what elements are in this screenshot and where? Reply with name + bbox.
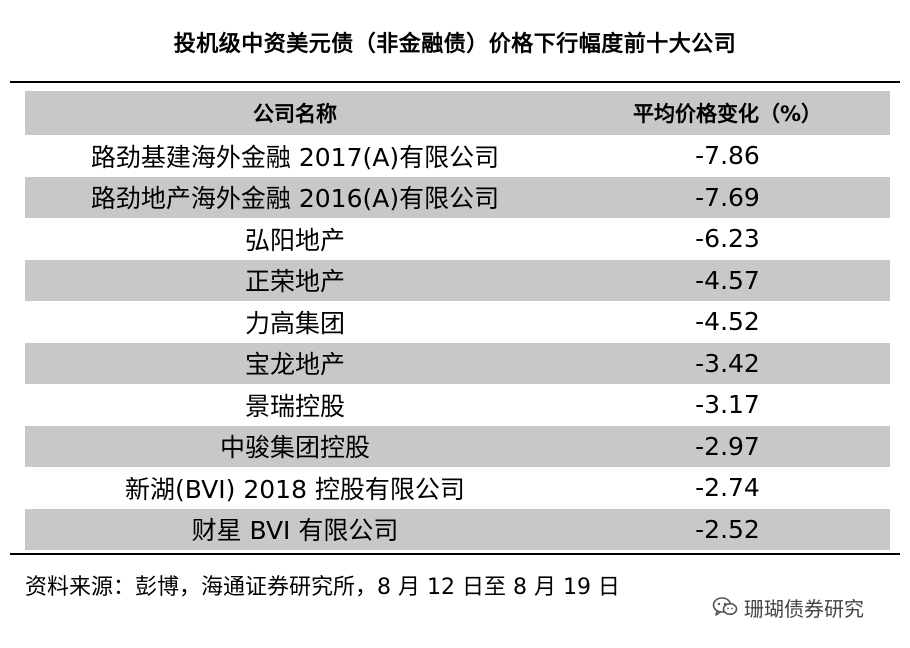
bottom-rule <box>10 553 900 555</box>
company-name-cell: 宝龙地产 <box>25 342 565 384</box>
price-change-cell: -7.69 <box>565 176 890 218</box>
watermark-text: 珊瑚债券研究 <box>744 596 864 621</box>
price-change-cell: -2.52 <box>565 508 890 550</box>
table-row: 中骏集团控股 -2.97 <box>25 425 890 467</box>
watermark: 珊瑚债券研究 <box>712 592 864 622</box>
table-row: 路劲地产海外金融 2016(A)有限公司 -7.69 <box>25 176 890 218</box>
price-change-cell: -3.17 <box>695 390 760 420</box>
company-name-cell: 弘阳地产 <box>244 225 345 255</box>
price-change-cell: -3.42 <box>565 342 890 384</box>
company-name-cell: 中骏集团控股 <box>25 425 565 467</box>
price-change-cell: -6.23 <box>695 224 760 254</box>
company-name-cell: 力高集团 <box>244 308 345 338</box>
company-name-cell: 路劲基建海外金融 2017(A)有限公司 <box>90 142 500 172</box>
table-row: 景瑞控股 -3.17 <box>25 384 890 426</box>
column-header-price-change: 平均价格变化（%） <box>565 91 890 135</box>
table-row: 宝龙地产 -3.42 <box>25 342 890 384</box>
column-header-company: 公司名称 <box>25 91 565 135</box>
price-change-cell: -4.57 <box>565 259 890 301</box>
price-change-cell: -2.97 <box>565 425 890 467</box>
price-change-cell: -4.52 <box>695 307 760 337</box>
wechat-icon <box>712 597 738 616</box>
price-change-table: 公司名称 平均价格变化（%） 路劲基建海外金融 2017(A)有限公司 -7.8… <box>25 91 890 550</box>
price-change-cell: -2.74 <box>695 473 760 503</box>
top-rule <box>10 81 900 83</box>
company-name-cell: 财星 BVI 有限公司 <box>25 508 565 550</box>
table-row: 路劲基建海外金融 2017(A)有限公司 -7.86 <box>25 135 890 177</box>
company-name-cell: 路劲地产海外金融 2016(A)有限公司 <box>25 176 565 218</box>
table-row: 新湖(BVI) 2018 控股有限公司 -2.74 <box>25 467 890 509</box>
price-change-cell: -7.86 <box>695 141 760 171</box>
table-title: 投机级中资美元债（非金融债）价格下行幅度前十大公司 <box>173 32 737 57</box>
source-note: 资料来源：彭博，海通证券研究所，8 月 12 日至 8 月 19 日 <box>25 575 620 600</box>
header-row: 公司名称 平均价格变化（%） <box>25 91 890 135</box>
table-row: 力高集团 -4.52 <box>25 301 890 343</box>
company-name-cell: 正荣地产 <box>25 259 565 301</box>
table-row: 正荣地产 -4.57 <box>25 259 890 301</box>
company-name-cell: 新湖(BVI) 2018 控股有限公司 <box>125 474 465 504</box>
table-row: 弘阳地产 -6.23 <box>25 218 890 260</box>
company-name-cell: 景瑞控股 <box>244 391 345 421</box>
table-row: 财星 BVI 有限公司 -2.52 <box>25 508 890 550</box>
